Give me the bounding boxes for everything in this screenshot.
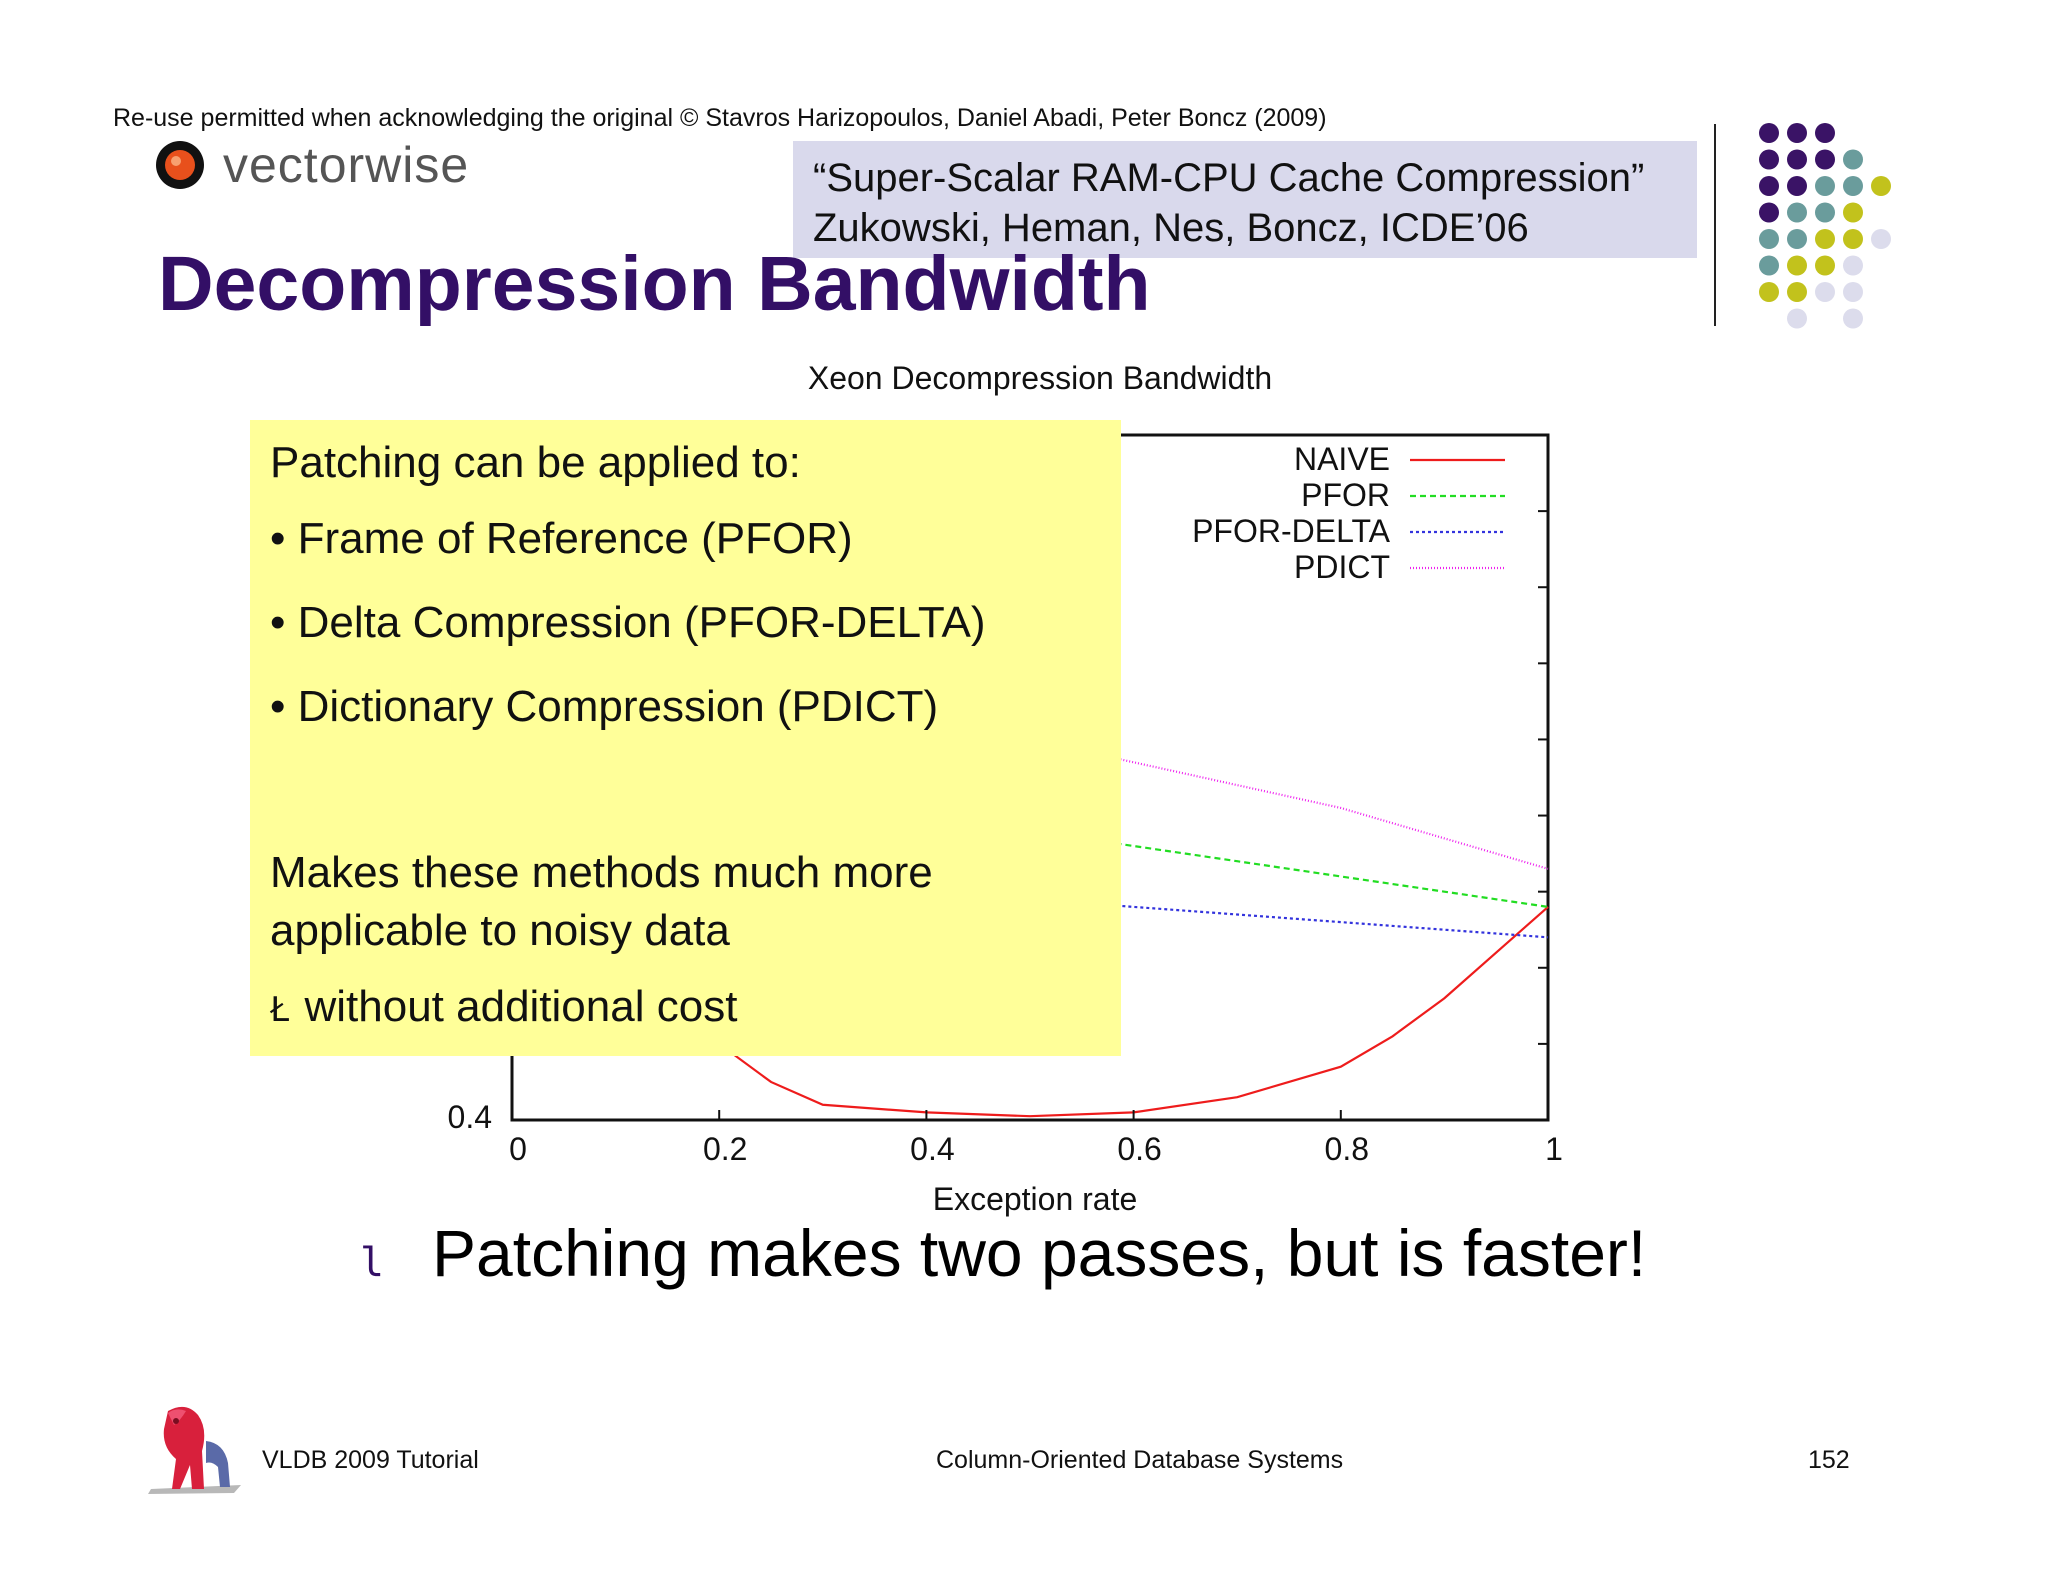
decorative-dot (1815, 123, 1835, 143)
x-axis-ticks: 0 0.2 0.4 0.6 0.8 1 (509, 510, 1563, 1167)
legend-label-naive: NAIVE (1294, 441, 1390, 477)
decorative-dot (1815, 149, 1835, 170)
reference-authors: Zukowski, Heman, Nes, Boncz, ICDE’06 (813, 206, 1529, 250)
decorative-dot (1787, 255, 1807, 276)
callout-cost-text: without additional cost (304, 982, 738, 1031)
callout-cost-mark: Ł (270, 990, 291, 1030)
decorative-dot (1759, 255, 1779, 276)
decorative-dot (1843, 282, 1863, 302)
decorative-dot (1787, 202, 1807, 223)
decorative-dot (1815, 176, 1835, 196)
x-tick-label: 1 (1545, 1131, 1563, 1167)
decorative-dot (1843, 308, 1863, 329)
decorative-dot-grid (1759, 123, 1891, 329)
decorative-dot (1759, 202, 1779, 223)
x-axis-label: Exception rate (933, 1181, 1138, 1217)
decorative-dot (1787, 229, 1807, 249)
header-divider (1714, 124, 1716, 326)
decorative-dot (1815, 255, 1835, 276)
decorative-dot (1871, 229, 1891, 249)
y-axis-ticks: 0.4 (448, 1099, 492, 1135)
legend-label-pdict: PDICT (1294, 549, 1390, 585)
chart-title: Xeon Decompression Bandwidth (808, 360, 1272, 396)
main-bullet-mark: l (360, 1240, 385, 1286)
x-tick-label: 0.8 (1325, 1131, 1369, 1167)
slide-title: Decompression Bandwidth (158, 241, 1151, 327)
vectorwise-logo-icon (156, 141, 204, 189)
y-tick-label: 0.4 (448, 1099, 492, 1135)
decorative-dot (1815, 282, 1835, 302)
decorative-dot (1759, 149, 1779, 170)
vectorwise-logo: vectorwise (155, 140, 469, 190)
decorative-dot (1843, 149, 1863, 170)
callout-note-line-2: applicable to noisy data (270, 906, 730, 955)
decorative-dot (1871, 176, 1891, 196)
decorative-dot (1759, 229, 1779, 249)
copyright-credit: Re-use permitted when acknowledging the … (113, 104, 1327, 132)
decorative-dot (1787, 282, 1807, 302)
x-tick-label: 0.2 (703, 1131, 747, 1167)
main-bullet: l Patching makes two passes, but is fast… (360, 1215, 1646, 1291)
decorative-dot (1843, 229, 1863, 249)
x-tick-label: 0.4 (910, 1131, 954, 1167)
reference-title: “Super-Scalar RAM-CPU Cache Compression” (813, 156, 1645, 200)
callout-bullet-pdict: • Dictionary Compression (PDICT) (270, 682, 939, 731)
decorative-dot (1815, 202, 1835, 223)
footer-course: Column-Oriented Database Systems (936, 1446, 1344, 1474)
x-tick-label: 0 (509, 1131, 527, 1167)
lion-statue-image (148, 1406, 241, 1494)
decorative-dot (1843, 255, 1863, 276)
legend-label-pfor-delta: PFOR-DELTA (1192, 513, 1391, 549)
callout-note-line-1: Makes these methods much more (270, 848, 933, 897)
decorative-dot (1843, 202, 1863, 223)
decorative-dot (1759, 282, 1779, 302)
decorative-dot (1843, 176, 1863, 196)
reference-box: “Super-Scalar RAM-CPU Cache Compression”… (793, 141, 1697, 258)
decorative-dot (1787, 149, 1807, 170)
callout-bullet-pfor: • Frame of Reference (PFOR) (270, 514, 853, 563)
decorative-dot (1759, 123, 1779, 143)
decorative-dot (1787, 123, 1807, 143)
patching-callout: Patching can be applied to: • Frame of R… (250, 420, 1121, 1056)
decorative-dot (1759, 176, 1779, 196)
x-tick-label: 0.6 (1117, 1131, 1161, 1167)
footer-event: VLDB 2009 Tutorial (262, 1446, 479, 1474)
page-number: 152 (1808, 1446, 1850, 1474)
callout-bullet-pfor-delta: • Delta Compression (PFOR-DELTA) (270, 598, 986, 647)
decorative-dot (1787, 176, 1807, 196)
logo-text: vectorwise (223, 137, 470, 193)
main-bullet-text: Patching makes two passes, but is faster… (432, 1216, 1647, 1290)
callout-heading: Patching can be applied to: (270, 438, 801, 487)
decorative-dot (1815, 229, 1835, 249)
decorative-dot (1787, 308, 1807, 329)
legend-label-pfor: PFOR (1301, 477, 1390, 513)
